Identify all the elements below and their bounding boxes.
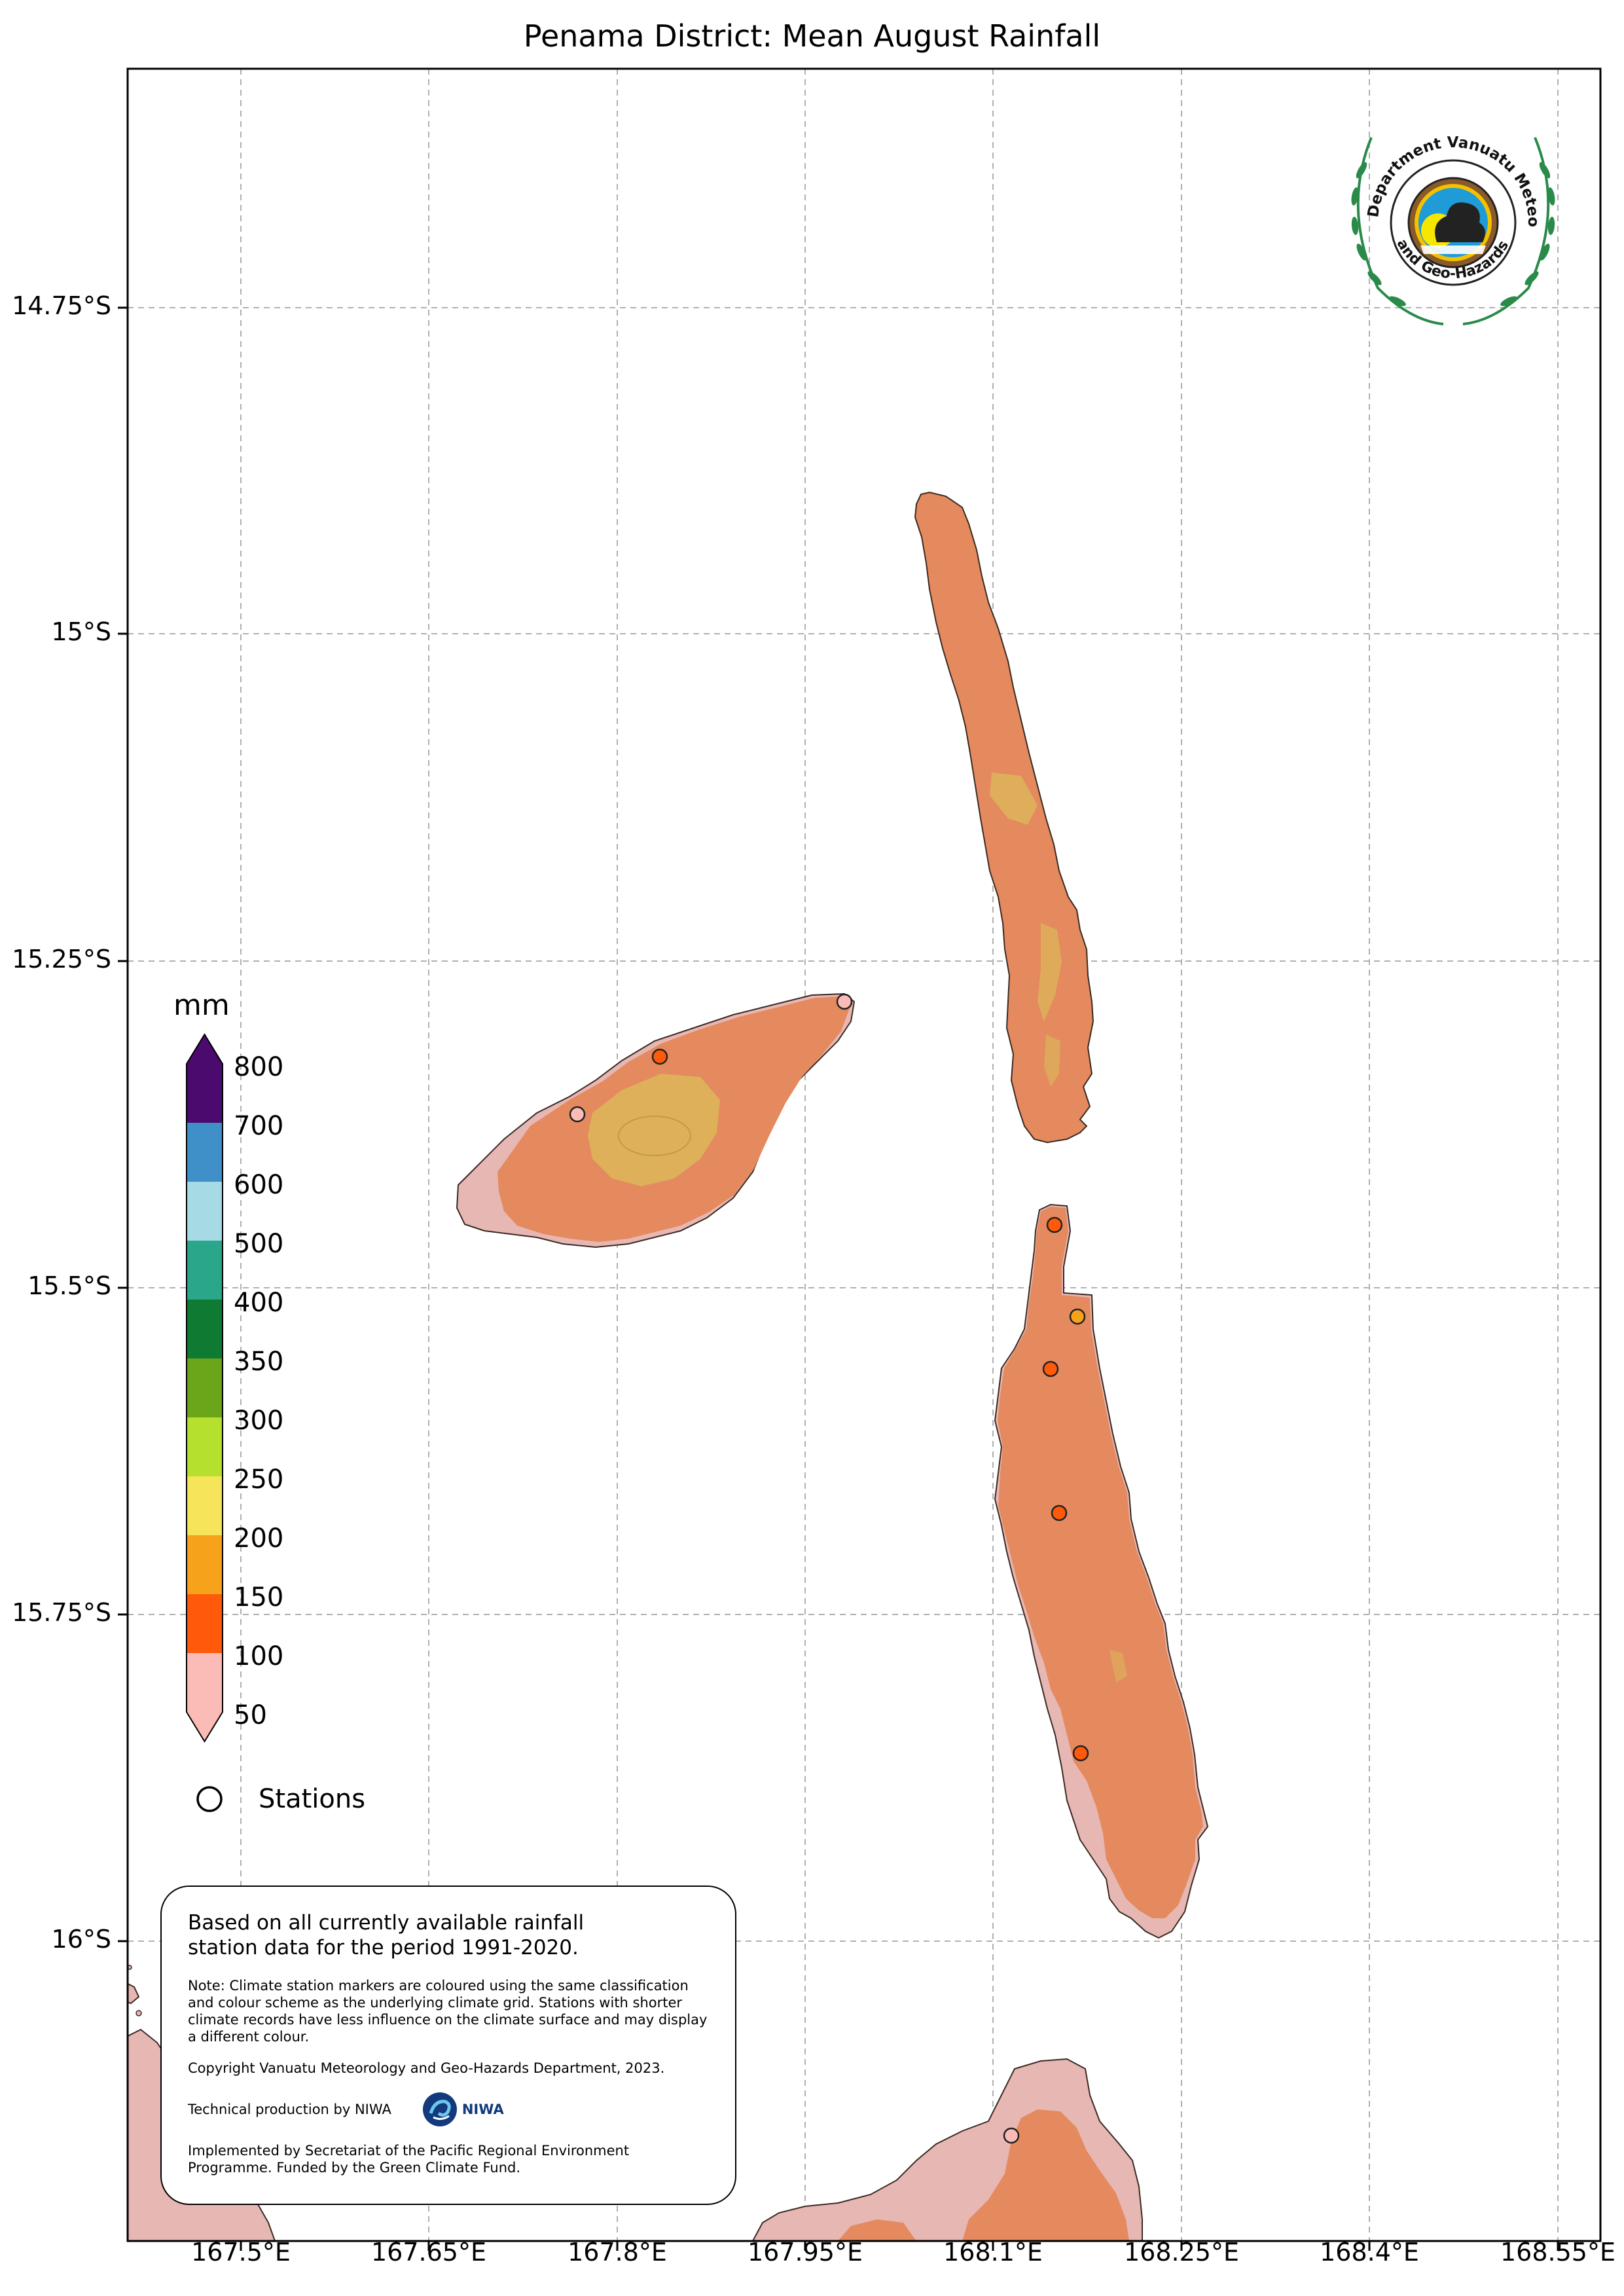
x-tick-label: 167.95°E — [748, 2238, 863, 2267]
colorbar-tick: 600 — [234, 1170, 284, 1200]
island-maewo — [914, 491, 1094, 1144]
info-box: Based on all currently available rainfal… — [160, 1886, 736, 2205]
station-marker — [836, 993, 853, 1010]
x-tick-label: 168.1°E — [943, 2238, 1043, 2267]
x-tick-label: 168.4°E — [1320, 2238, 1419, 2267]
colorbar-tick: 150 — [234, 1582, 284, 1613]
colorbar-tick: 800 — [234, 1052, 284, 1082]
map-title: Penama District: Mean August Rainfall — [523, 18, 1101, 54]
niwa-swirl-icon — [422, 2092, 457, 2126]
stations-legend-label: Stations — [259, 1784, 366, 1814]
station-marker — [569, 1106, 586, 1123]
colorbar-tick: 250 — [234, 1465, 284, 1495]
x-tick-label: 167.65°E — [371, 2238, 486, 2267]
colorbar-tick: 50 — [234, 1700, 267, 1730]
niwa-logo: NIWA — [422, 2091, 504, 2128]
colorbar — [186, 1033, 223, 1743]
y-tick-label: 15°S — [51, 617, 111, 646]
colorbar-tick: 700 — [234, 1111, 284, 1141]
colorbar-segment — [187, 1358, 223, 1417]
x-tick-label: 168.55°E — [1500, 2238, 1615, 2267]
plot-frame — [126, 67, 1602, 2242]
island-pentecost — [994, 1203, 1209, 1939]
y-tick-label: 15.5°S — [27, 1271, 111, 1300]
island-ambae — [456, 993, 856, 1248]
info-implemented: Implemented by Secretariat of the Pacifi… — [188, 2143, 630, 2176]
colorbar-segment — [187, 1417, 223, 1476]
colorbar-segment — [187, 1064, 223, 1123]
colorbar-tick: 350 — [234, 1347, 284, 1377]
station-marker — [1046, 1216, 1063, 1233]
station-marker — [1072, 1745, 1089, 1762]
colorbar-unit: mm — [173, 989, 230, 1022]
x-tick-label: 168.25°E — [1124, 2238, 1239, 2267]
colorbar-segment — [187, 1123, 223, 1182]
colorbar-tick: 200 — [234, 1523, 284, 1554]
y-tick-label: 16°S — [51, 1925, 111, 1954]
x-tick-label: 167.5°E — [191, 2238, 291, 2267]
colorbar-segment — [187, 1300, 223, 1358]
colorbar-tick: 400 — [234, 1288, 284, 1318]
x-tick-label: 167.8°E — [568, 2238, 667, 2267]
colorbar-extend-bottom — [187, 1712, 223, 1741]
colorbar-outline — [186, 1033, 223, 1743]
station-marker — [1069, 1308, 1086, 1325]
colorbar-segment — [187, 1241, 223, 1300]
station-marker — [651, 1048, 668, 1065]
colorbar-tick: 500 — [234, 1229, 284, 1259]
colorbar-segment — [187, 1535, 223, 1594]
colorbar-segment — [187, 1476, 223, 1535]
y-tick-label: 14.75°S — [12, 291, 111, 320]
colorbar-tick: 100 — [234, 1641, 284, 1671]
y-tick-label: 15.75°S — [12, 1598, 111, 1627]
colorbar-segment — [187, 1653, 223, 1712]
colorbar-segment — [187, 1182, 223, 1241]
info-main-text: Based on all currently available rainfal… — [188, 1911, 585, 1959]
stations-legend-marker — [196, 1786, 223, 1812]
station-marker — [1051, 1504, 1068, 1522]
department-logo: Department Vanuatu Meteorology and Geo-H… — [1327, 98, 1574, 334]
colorbar-segment — [187, 1594, 223, 1653]
info-note-text: Note: Climate station markers are colour… — [188, 1978, 708, 2045]
info-copyright: Copyright Vanuatu Meteorology and Geo-Ha… — [188, 2060, 665, 2076]
station-marker — [1042, 1360, 1059, 1377]
info-technical: Technical production by NIWA — [188, 2102, 391, 2117]
colorbar-extend-top — [187, 1034, 223, 1064]
colorbar-tick: 300 — [234, 1406, 284, 1436]
y-tick-label: 15.25°S — [12, 945, 111, 974]
niwa-wordmark: NIWA — [461, 2102, 504, 2117]
station-marker — [1003, 2127, 1020, 2144]
stations — [569, 993, 1089, 2144]
island-bottom-center — [751, 2058, 1143, 2241]
